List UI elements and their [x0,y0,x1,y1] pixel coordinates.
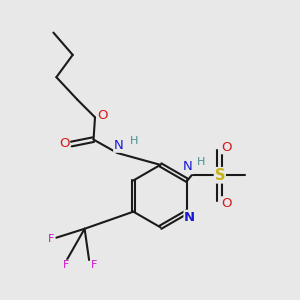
Text: N: N [114,139,124,152]
Text: H: H [130,136,138,146]
Text: O: O [221,140,232,154]
Text: H: H [197,158,205,167]
Text: S: S [214,168,225,183]
Text: F: F [62,260,69,270]
Text: O: O [221,197,232,210]
Text: O: O [97,109,107,122]
Text: N: N [184,211,195,224]
Text: F: F [48,234,54,244]
Text: N: N [183,160,193,173]
Text: O: O [59,137,69,150]
Text: F: F [91,260,98,270]
